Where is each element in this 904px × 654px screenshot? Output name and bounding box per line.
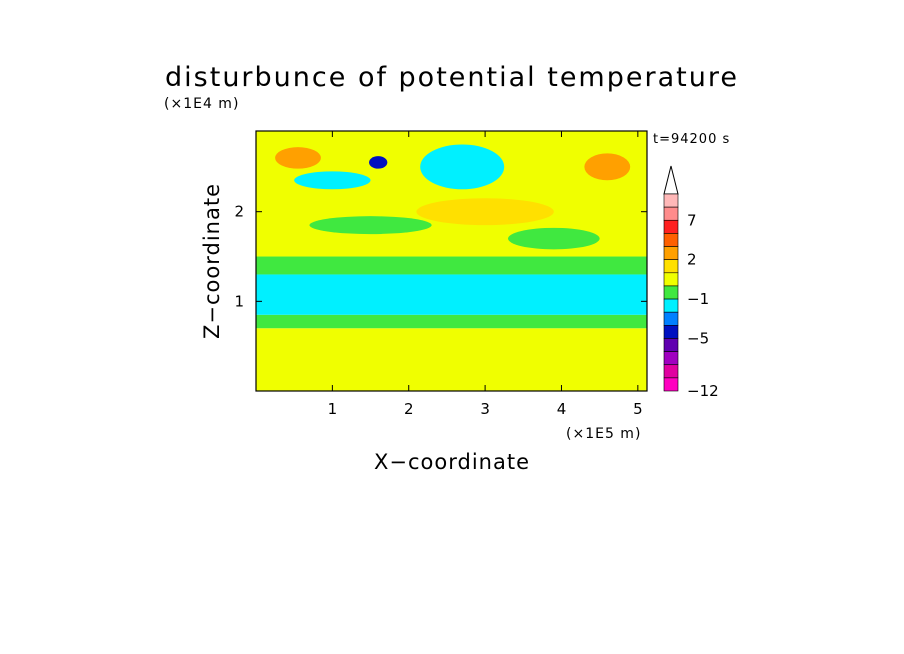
colorbar-label: −5 [687, 329, 709, 347]
x-tick-label: 3 [480, 400, 490, 418]
colorbar-label: −12 [687, 382, 719, 400]
field-feature-6 [584, 153, 631, 181]
field-feature-1 [369, 156, 388, 169]
x-tick-label: 1 [328, 400, 338, 418]
colorbar-swatch [663, 298, 679, 313]
colorbar-swatch [663, 364, 679, 379]
colorbar-swatch [663, 325, 679, 339]
colorbar-swatch [663, 272, 679, 287]
y-tick-label: 1 [234, 292, 244, 310]
plot-frame [255, 130, 648, 392]
field-band-3 [256, 256, 647, 275]
field-feature-3 [420, 144, 505, 190]
colorbar-extension-arrow [663, 165, 679, 195]
colorbar-label: 7 [687, 211, 697, 229]
field-feature-8 [309, 216, 432, 235]
y-tick-label: 2 [234, 203, 244, 221]
y-axis: 12 [234, 203, 647, 310]
colorbar-swatch [663, 233, 679, 247]
colorbar-swatch [663, 246, 679, 260]
colorbar-label: −1 [687, 290, 709, 308]
plot-area [256, 131, 647, 391]
x-tick-label: 4 [557, 400, 567, 418]
colorbar-swatch [663, 311, 679, 326]
colorbar-swatch [663, 285, 679, 300]
colorbar-label: 2 [687, 251, 697, 269]
colorbar-swatch [663, 338, 679, 352]
x-tick-label: 5 [633, 400, 643, 418]
x-unit-label: (×1E5 m) [566, 426, 641, 442]
colorbar-swatch [663, 351, 679, 366]
colorbar-swatch [663, 219, 679, 234]
field-feature-4 [294, 171, 371, 190]
field-band-0 [256, 328, 647, 391]
colorbar-swatch [663, 206, 679, 221]
colorbar-swatch [663, 193, 679, 208]
field-band-2 [256, 274, 647, 315]
field-feature-5 [416, 198, 554, 226]
x-axis-label: X−coordinate [374, 450, 530, 474]
field-feature-7 [508, 227, 600, 250]
chart-title: disturbunce of potential temperature [165, 62, 739, 93]
time-label: t=94200 s [653, 132, 730, 147]
field-feature-0 [275, 147, 321, 169]
x-tick-label: 2 [404, 400, 414, 418]
colorbar: 7 2 −1 −5 −12 [663, 165, 719, 400]
field-band-1 [256, 314, 647, 329]
y-axis-label: Z−coordinate [200, 183, 224, 339]
colorbar-swatch [663, 259, 679, 274]
x-axis: 1 2 3 4 5 [328, 131, 643, 418]
y-unit-label: (×1E4 m) [164, 96, 239, 112]
colorbar-swatch [663, 377, 679, 392]
